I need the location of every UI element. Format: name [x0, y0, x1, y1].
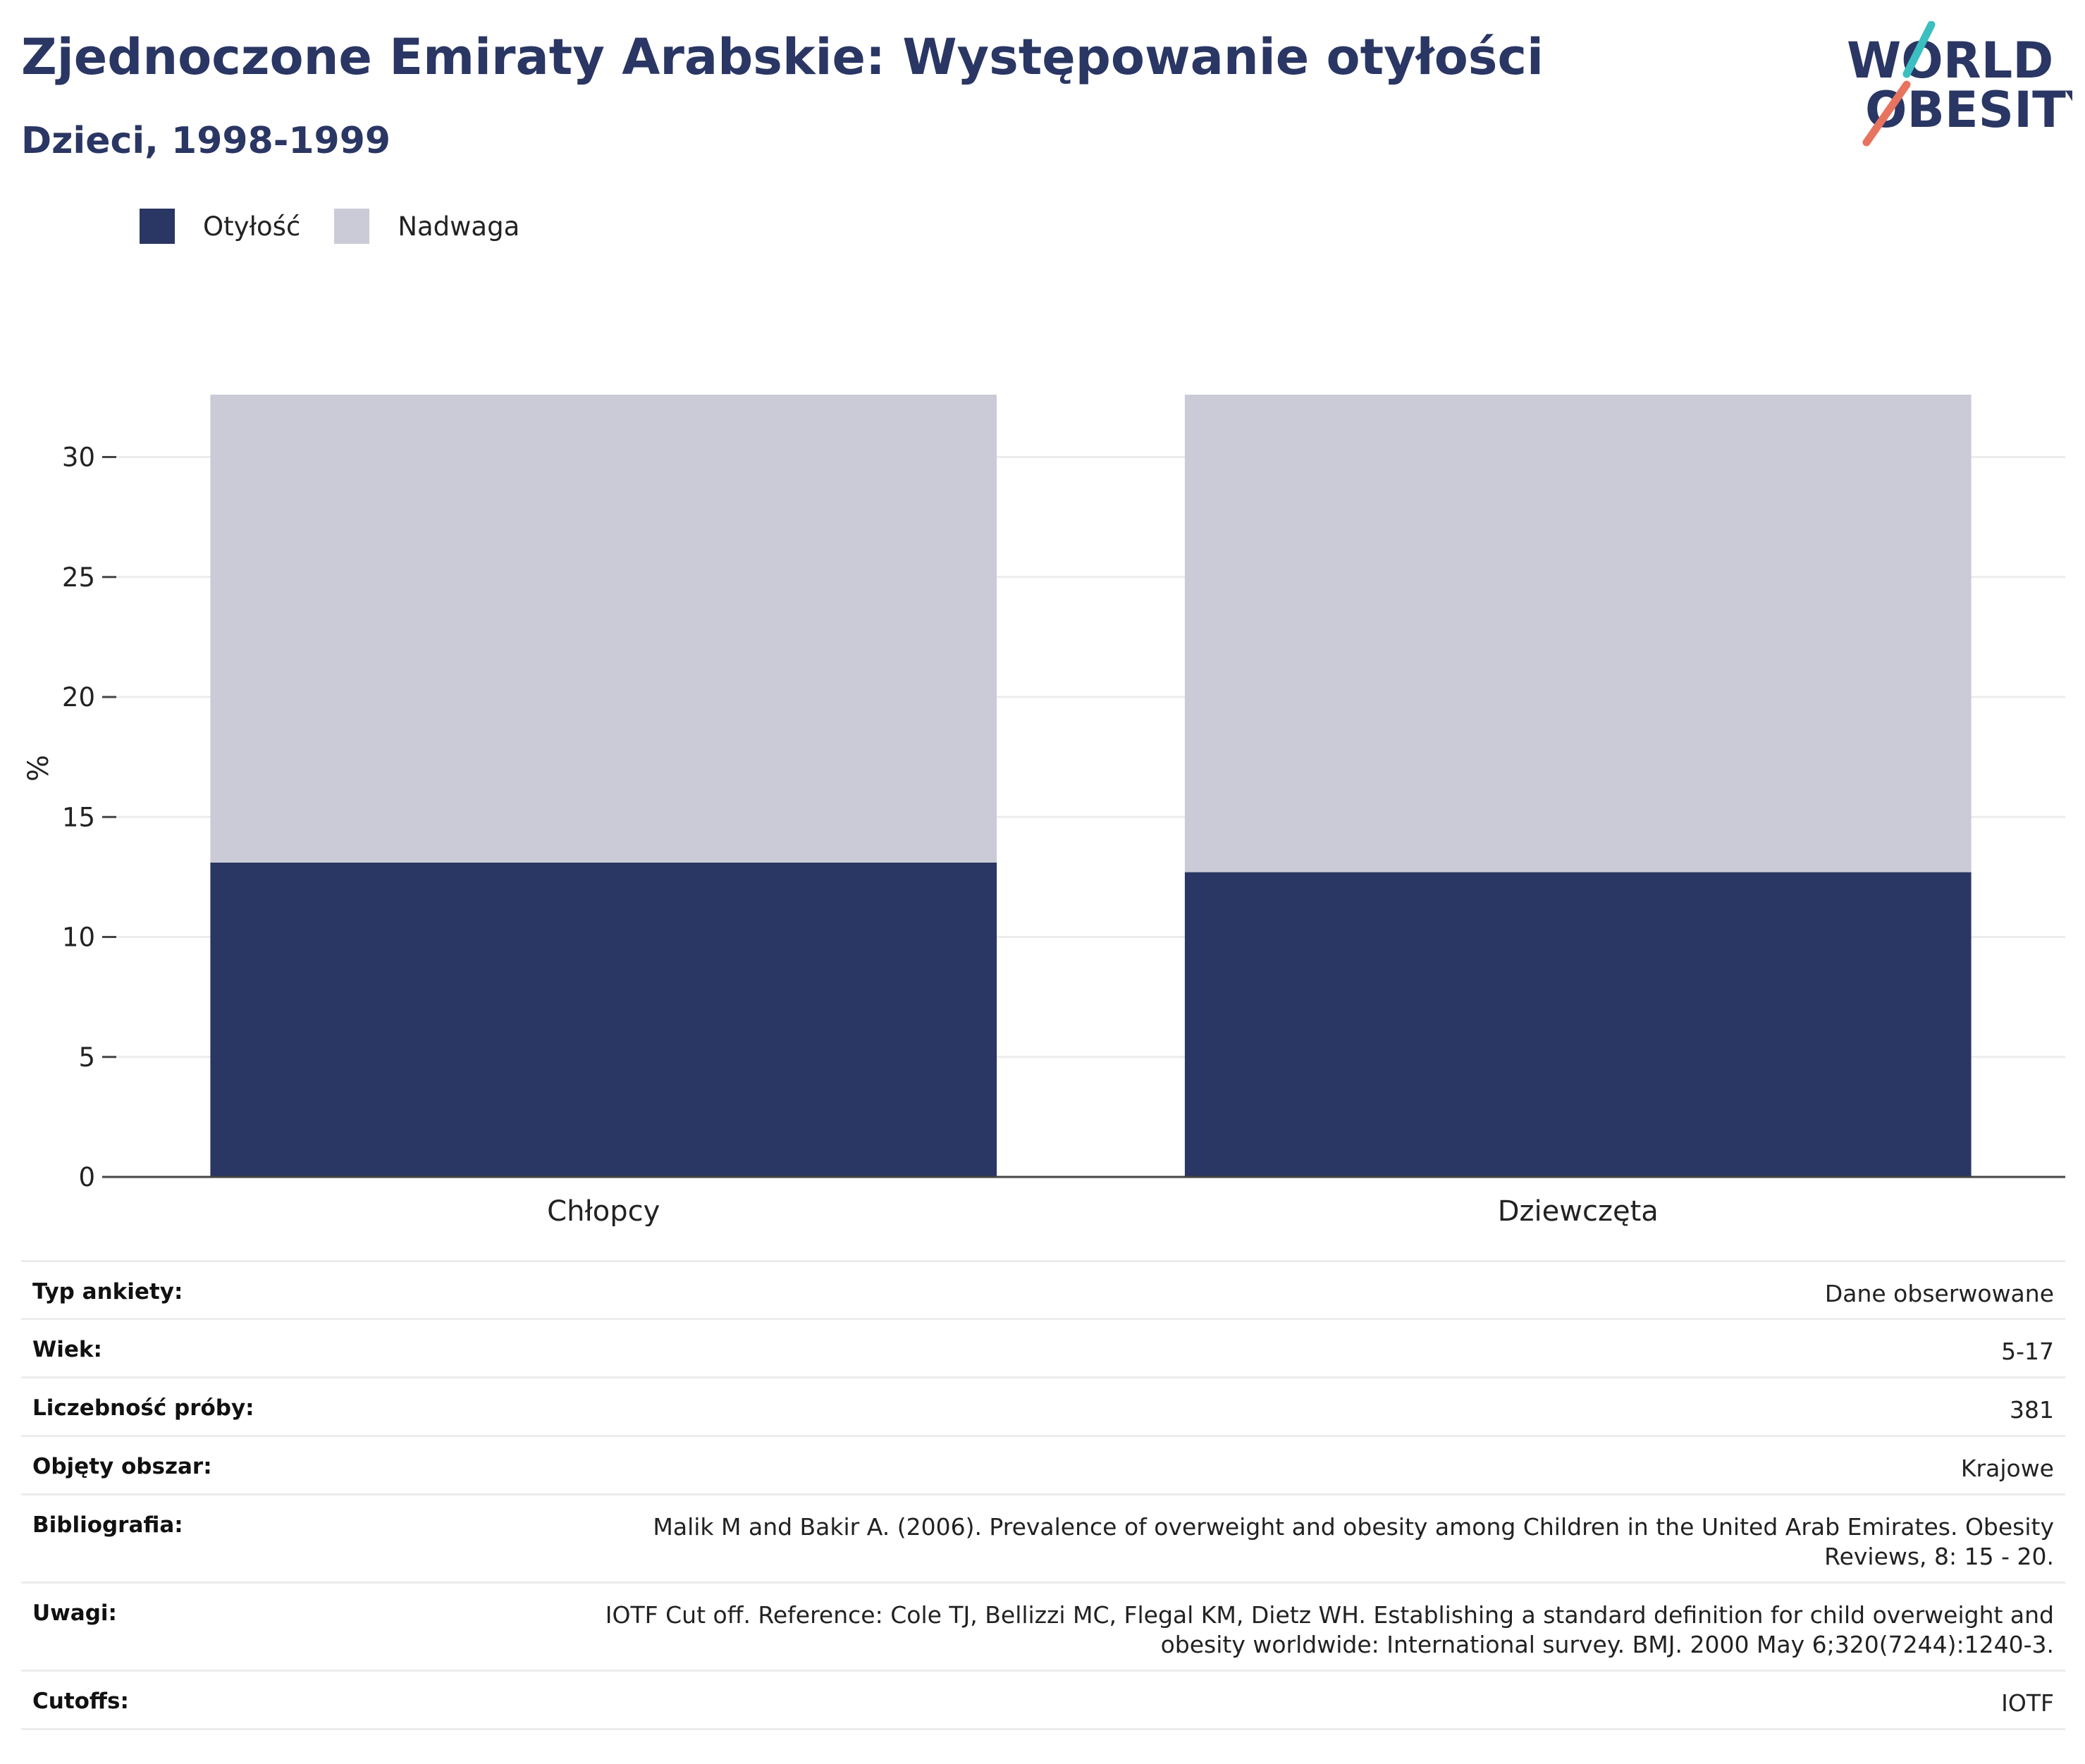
meta-value-bibliography: Malik M and Bakir A. (2006). Prevalence … — [653, 1513, 2054, 1570]
chart-subtitle: Dzieci, 1998-1999 — [21, 120, 391, 162]
meta-row: Uwagi: IOTF Cut off. Reference: Cole TJ,… — [21, 1581, 2065, 1670]
bar-overweight[interactable] — [210, 395, 997, 863]
legend-swatch-obesity — [140, 209, 175, 244]
meta-value-cutoffs: IOTF — [2001, 1689, 2054, 1717]
bar-obesity[interactable] — [210, 862, 997, 1177]
meta-row: Bibliografia: Malik M and Bakir A. (2006… — [21, 1493, 2065, 1581]
meta-row: Liczebność próby: 381 — [21, 1376, 2065, 1435]
meta-label-cutoffs: Cutoffs: — [32, 1689, 129, 1714]
bar-overweight[interactable] — [1184, 395, 1972, 872]
logo-line1: WORLD — [1847, 32, 2053, 90]
x-tick-label: Dziewczęta — [1498, 1195, 1659, 1226]
logo-slash-coral — [1862, 80, 1911, 147]
meta-label-notes: Uwagi: — [32, 1600, 117, 1626]
bars — [210, 395, 1972, 1177]
y-tick-label: 30 — [62, 443, 95, 473]
stacked-bar-chart: 0 5 10 15 20 25 30 Chłopcy Dziewczęta % — [23, 395, 2065, 1226]
x-tick-label: Chłopcy — [547, 1195, 660, 1226]
y-tick-label: 5 — [78, 1042, 95, 1073]
legend-item-overweight[interactable]: Nadwaga — [334, 209, 519, 244]
logo-slash-teal — [1902, 21, 1936, 78]
legend-swatch-overweight — [334, 209, 370, 244]
world-obesity-logo: WORLD OBESITY — [1847, 21, 2072, 147]
meta-value-age: 5-17 — [2001, 1338, 2054, 1365]
meta-row: Typ ankiety: Dane obserwowane — [21, 1260, 2065, 1318]
y-tick-label: 15 — [62, 802, 95, 832]
meta-row: Cutoffs: IOTF — [21, 1670, 2065, 1730]
legend-label-overweight: Nadwaga — [398, 211, 520, 242]
meta-value-area: Krajowe — [1960, 1455, 2054, 1482]
y-tick-label: 20 — [62, 682, 95, 713]
meta-value-survey-type: Dane obserwowane — [1824, 1280, 2054, 1307]
logo-line2: OBESITY — [1865, 81, 2072, 139]
metadata-table: Typ ankiety: Dane obserwowane Wiek: 5-17… — [21, 1260, 2065, 1730]
legend-label-obesity: Otyłość — [203, 211, 301, 242]
chart-legend: Otyłość Nadwaga — [140, 209, 553, 244]
bar-obesity[interactable] — [1184, 872, 1972, 1177]
axes: 0 5 10 15 20 25 30 Chłopcy Dziewczęta — [62, 443, 2065, 1226]
y-tick-label: 0 — [78, 1162, 95, 1192]
y-tick-label: 25 — [62, 562, 95, 593]
meta-row: Objęty obszar: Krajowe — [21, 1435, 2065, 1493]
meta-label-survey-type: Typ ankiety: — [32, 1279, 183, 1305]
meta-value-sample-size: 381 — [2010, 1396, 2054, 1424]
meta-label-bibliography: Bibliografia: — [32, 1512, 183, 1538]
y-tick-label: 10 — [62, 923, 95, 953]
legend-item-obesity[interactable]: Otyłość — [140, 209, 300, 244]
meta-label-area: Objęty obszar: — [32, 1454, 212, 1479]
meta-row: Wiek: 5-17 — [21, 1318, 2065, 1376]
meta-label-age: Wiek: — [32, 1337, 102, 1362]
meta-value-notes: IOTF Cut off. Reference: Cole TJ, Belliz… — [605, 1601, 2054, 1658]
y-axis-label: % — [23, 755, 55, 782]
chart-title: Zjednoczone Emiraty Arabskie: Występowan… — [21, 28, 1544, 86]
meta-label-sample-size: Liczebność próby: — [32, 1395, 254, 1421]
